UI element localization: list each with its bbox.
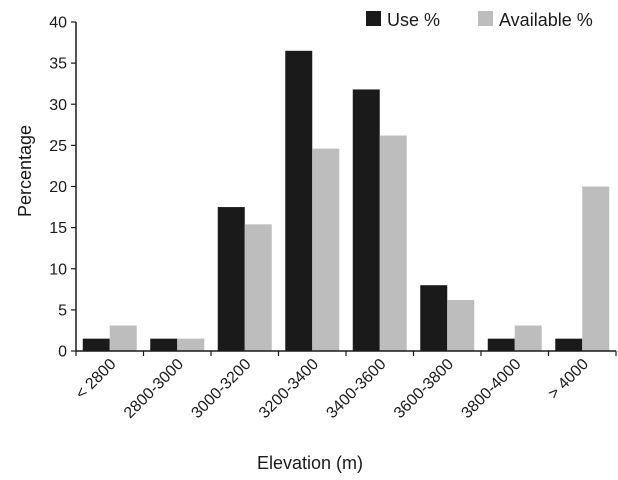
y-tick-label: 30 [49, 97, 67, 114]
bar-use [420, 285, 448, 351]
bar-use [217, 207, 245, 351]
x-tick-label: < 2800 [73, 356, 120, 403]
x-tick-label: 3400-3600 [323, 356, 389, 422]
x-tick-label: 3000-3200 [188, 356, 254, 422]
bar-use [555, 338, 583, 351]
y-tick-label: 40 [49, 15, 67, 32]
bars [82, 50, 610, 351]
bar-use [285, 50, 313, 351]
y-tick-label: 0 [58, 344, 67, 361]
bar-available [312, 148, 340, 351]
y-tick-label: 15 [49, 220, 67, 237]
legend-swatch-use [366, 11, 381, 26]
y-tick-label: 20 [49, 179, 67, 196]
bar-available [582, 186, 610, 351]
legend: Use % Available % [366, 10, 593, 30]
x-ticks: < 2800 2800-3000 3000-3200 3200-3400 3400-36… [73, 351, 617, 422]
bar-available [514, 325, 542, 351]
y-axis-title: Percentage [15, 125, 35, 217]
plot-area: 0 5 10 15 20 25 30 35 40 < 2800 2800-3000 3000-320… [49, 15, 617, 422]
bar-available [109, 325, 137, 351]
x-tick-label: 3600-3800 [391, 356, 457, 422]
y-ticks: 0 5 10 15 20 25 30 35 40 [49, 15, 76, 361]
x-tick-label: 3800-4000 [458, 356, 524, 422]
bar-use [150, 338, 178, 351]
legend-swatch-available [478, 11, 493, 26]
x-tick-label: 3200-3400 [256, 356, 322, 422]
y-tick-label: 35 [49, 56, 67, 73]
legend-label-use: Use % [387, 10, 440, 30]
legend-label-available: Available % [499, 10, 593, 30]
x-tick-label: 2800-3000 [121, 356, 187, 422]
bar-use [352, 89, 380, 351]
x-tick-label: > 4000 [545, 356, 592, 403]
y-tick-label: 25 [49, 138, 67, 155]
y-tick-label: 5 [58, 302, 67, 319]
bar-available [447, 300, 475, 351]
bar-available [379, 135, 407, 351]
bar-use [82, 338, 110, 351]
bar-available [244, 224, 272, 351]
bar-available [177, 338, 205, 351]
x-axis-title: Elevation (m) [257, 453, 363, 473]
bar-use [487, 338, 515, 351]
y-tick-label: 10 [49, 261, 67, 278]
